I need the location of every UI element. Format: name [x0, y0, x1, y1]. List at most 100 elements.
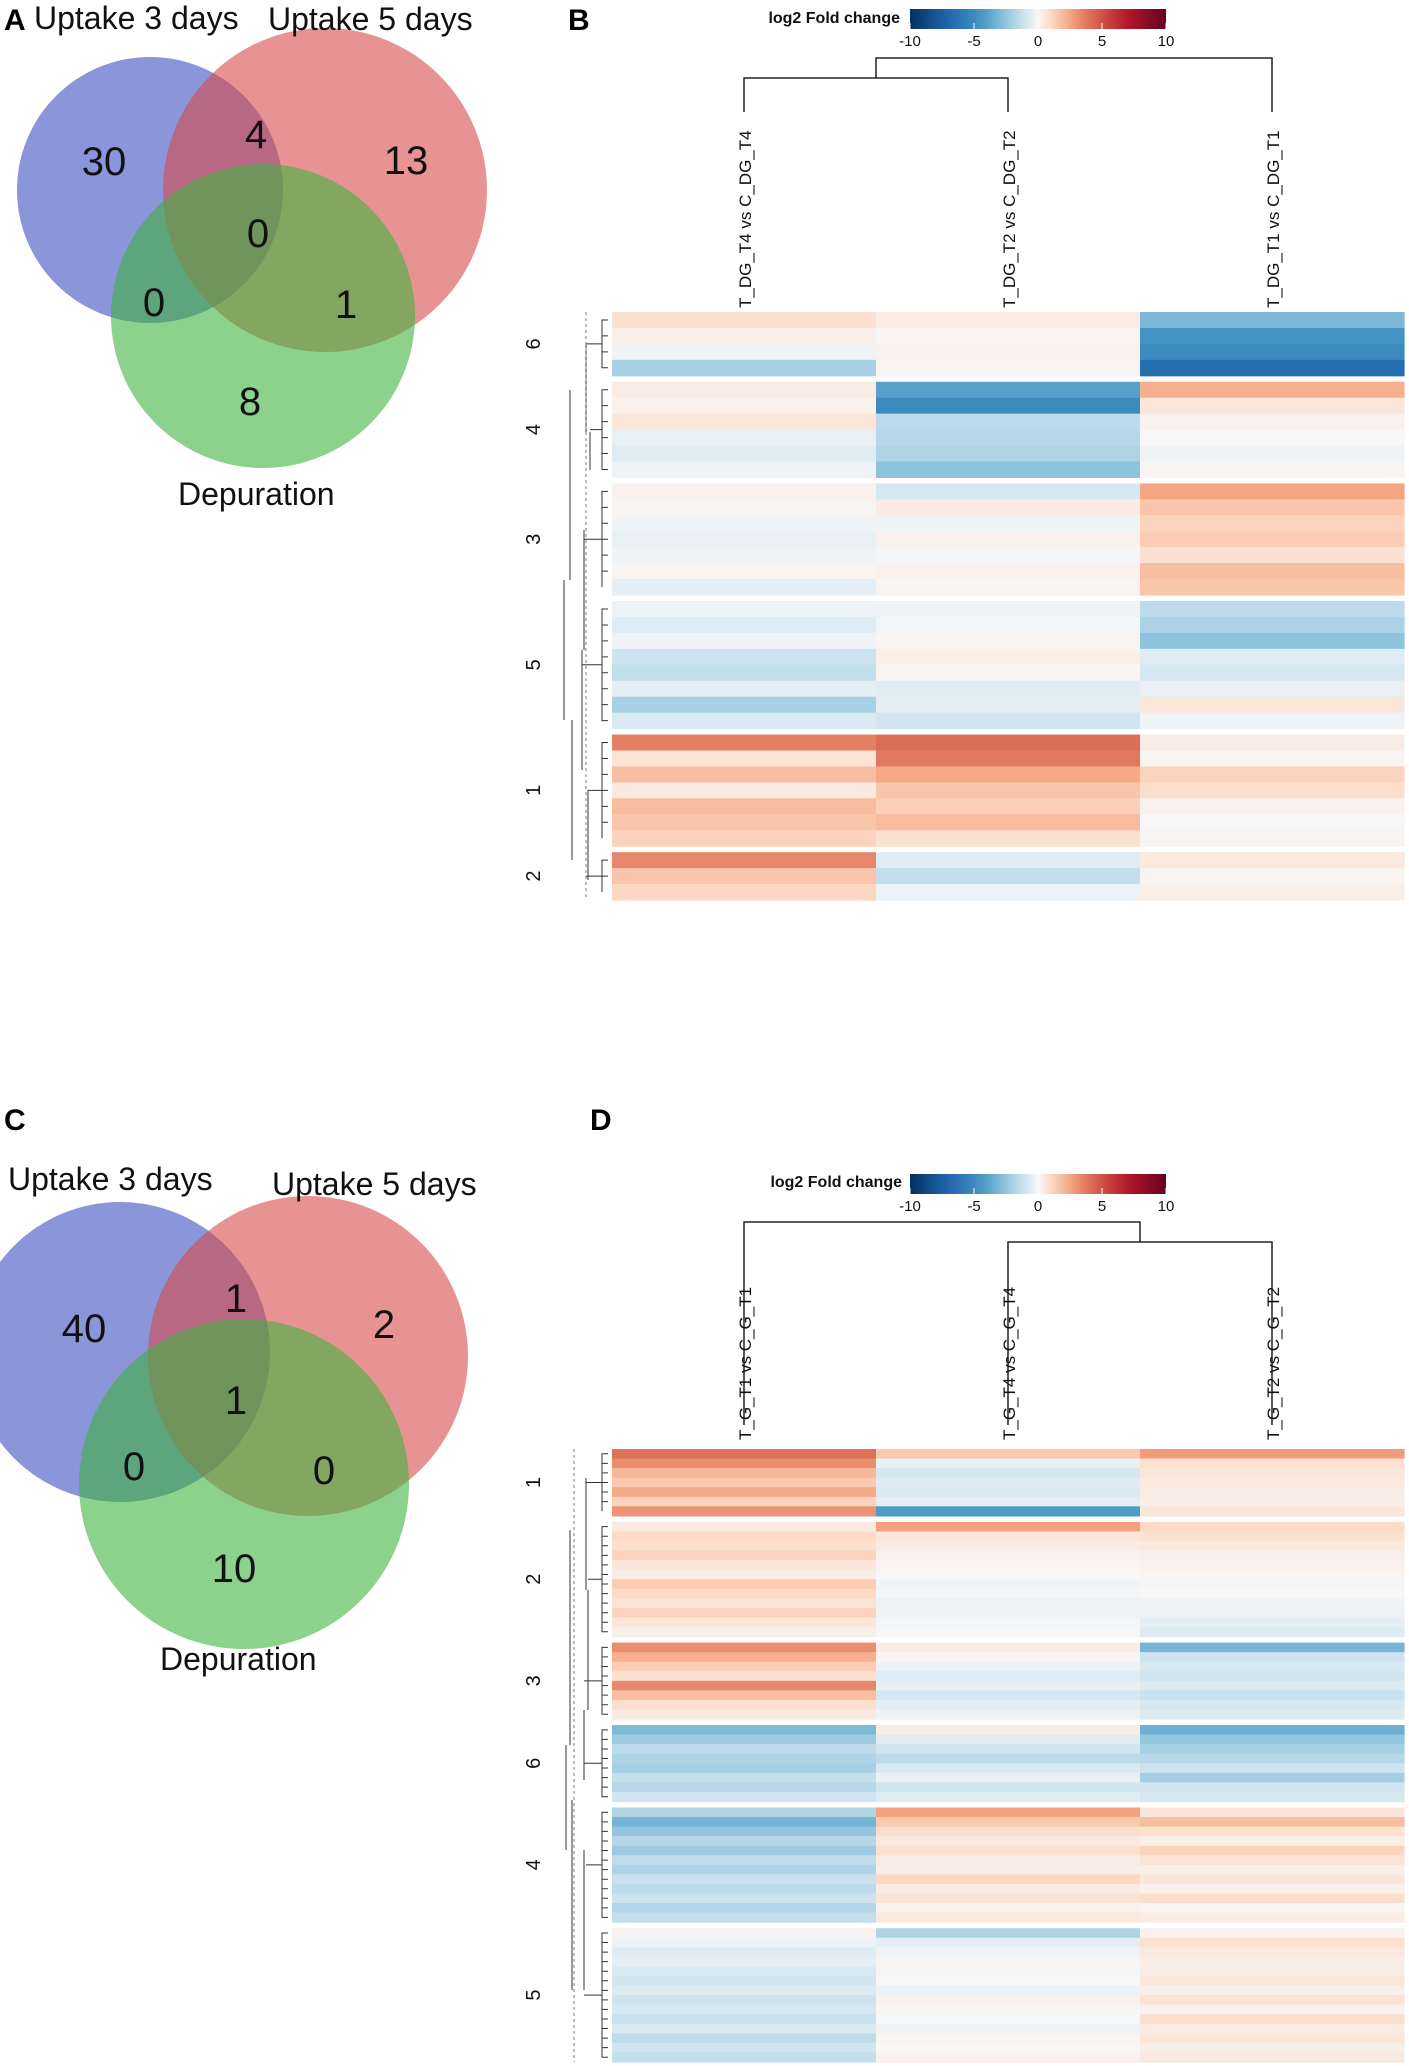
- heatmap-b-cell: [1140, 531, 1405, 548]
- heatmap-d-cell: [612, 1826, 877, 1837]
- heatmap-d-cell: [876, 1458, 1141, 1469]
- heatmap-b-cell: [876, 868, 1141, 885]
- heatmap-b-row-dendrogram: [586, 859, 608, 893]
- heatmap-d-row-dendrogram: [588, 1526, 608, 1633]
- heatmap-b-row-dendrogram-trunk: [563, 343, 591, 880]
- heatmap-d-cell: [1140, 1725, 1405, 1736]
- heatmap-d-cell: [612, 1531, 877, 1542]
- heatmap-b-cell: [612, 445, 877, 463]
- heatmap-d-legend-tick: -5: [967, 1198, 980, 1215]
- venn-c-circle-depuration: [79, 1319, 409, 1649]
- heatmap-b-cell: [612, 852, 877, 869]
- heatmap-d-cell: [1140, 1642, 1405, 1653]
- heatmap-d-cell: [612, 1449, 877, 1460]
- heatmap-b-cell: [1140, 429, 1405, 447]
- heatmap-d-cell: [612, 2004, 877, 2015]
- heatmap-d-cell: [876, 1541, 1141, 1552]
- venn-a-count-3d-dep: 0: [143, 281, 165, 325]
- heatmap-d-cell: [1140, 1652, 1405, 1663]
- heatmap-d-cell: [1140, 1763, 1405, 1774]
- heatmap-b-cell: [612, 312, 877, 329]
- heatmap-d-cell: [1140, 1569, 1405, 1580]
- heatmap-d-cell: [1140, 2023, 1405, 2034]
- heatmap-d-cell: [612, 1985, 877, 1996]
- venn-c-label-uptake-5-days: Uptake 5 days: [272, 1166, 477, 1202]
- heatmap-b-cell: [1140, 712, 1405, 730]
- venn-a-count-3d-5d: 4: [245, 113, 267, 157]
- heatmap-b-cell: [612, 750, 877, 768]
- heatmap-b-cell: [876, 750, 1141, 768]
- heatmap-b-cell: [876, 852, 1141, 869]
- heatmap-d-cell: [876, 1782, 1141, 1793]
- heatmap-b-cell: [876, 601, 1141, 618]
- heatmap-b-cell: [612, 632, 877, 650]
- heatmap-d-cell: [876, 1560, 1141, 1571]
- heatmap-b-cell: [612, 868, 877, 885]
- heatmap-b-cell: [876, 445, 1141, 463]
- heatmap-d-cell: [1140, 2014, 1405, 2025]
- heatmap-d-row-dendrogram: [584, 1646, 608, 1715]
- heatmap-b-cell: [612, 499, 877, 516]
- heatmap-d-cluster-label: 2: [523, 1574, 545, 1585]
- heatmap-d-cell: [612, 1550, 877, 1561]
- heatmap-b-cell: [612, 515, 877, 532]
- heatmap-d-legend-tick: 0: [1034, 1198, 1042, 1215]
- heatmap-b-row-dendrogram: [588, 742, 608, 839]
- heatmap-d-cell: [1140, 2042, 1405, 2054]
- heatmap-d-legend-tick: 5: [1098, 1198, 1106, 1215]
- heatmap-d-cell: [1140, 1617, 1405, 1628]
- heatmap-d-cell: [876, 1956, 1141, 1968]
- heatmap-b-cell: [1140, 327, 1405, 345]
- heatmap-b-cell: [612, 696, 877, 714]
- heatmap-d-cell: [612, 1699, 877, 1711]
- heatmap-d-row-dendrogram: [586, 1811, 608, 1918]
- heatmap-b-cell: [876, 782, 1141, 799]
- heatmap-d-cell: [876, 1709, 1141, 1720]
- panel-label-d: D: [590, 1104, 612, 1137]
- heatmap-b-row-dendrogram: [590, 389, 608, 470]
- heatmap-b-cell: [1140, 664, 1405, 682]
- heatmap-d-cell: [1140, 1506, 1405, 1517]
- heatmap-b-cell: [876, 766, 1141, 783]
- heatmap-d-cell: [612, 1588, 877, 1599]
- heatmap-d-cell: [876, 1725, 1141, 1736]
- heatmap-d-cell: [1140, 1598, 1405, 1609]
- heatmap-b-cell: [612, 830, 877, 847]
- heatmap-d-cell: [612, 1690, 877, 1701]
- heatmap-b-cell: [612, 343, 877, 361]
- heatmap-d-legend-tick: -10: [899, 1198, 921, 1215]
- heatmap-d-cell: [1140, 1531, 1405, 1542]
- venn-c-label-depuration: Depuration: [160, 1641, 317, 1677]
- heatmap-b-cell: [1140, 696, 1405, 714]
- heatmap-d-cell: [1140, 1826, 1405, 1837]
- heatmap-d-cell: [612, 1617, 877, 1628]
- heatmap-d-cell: [876, 1661, 1141, 1672]
- venn-c-count-only-dep: 10: [212, 1547, 257, 1591]
- heatmap-d-cell: [612, 1598, 877, 1609]
- heatmap-b-cell: [876, 830, 1141, 847]
- heatmap-b-column-label: T_DG_T2 vs C_DG_T2: [1000, 130, 1019, 308]
- heatmap-b-cluster-label: 6: [523, 338, 545, 349]
- heatmap-b-cell: [876, 359, 1141, 377]
- venn-a-count-only-dep: 8: [239, 380, 261, 424]
- heatmap-d-cell: [1140, 1956, 1405, 1968]
- panel-label-a: A: [4, 4, 26, 37]
- heatmap-b-cell: [876, 381, 1141, 399]
- heatmap-d-cluster-label: 5: [523, 1990, 545, 2001]
- heatmap-b-cell: [612, 680, 877, 698]
- heatmap-d-cell: [612, 1487, 877, 1498]
- venn-a-label-uptake-5-days: Uptake 5 days: [268, 1, 473, 37]
- heatmap-d-cell: [612, 1652, 877, 1663]
- heatmap-b-cell: [1140, 798, 1405, 815]
- heatmap-b-cell: [876, 531, 1141, 548]
- heatmap-d-cell: [876, 1826, 1141, 1837]
- heatmap-d-cell: [612, 1753, 877, 1764]
- heatmap-d-cell: [876, 1975, 1141, 1987]
- heatmap-b-cell: [1140, 499, 1405, 516]
- heatmap-d-cell: [612, 1725, 877, 1736]
- heatmap-d-cell: [1140, 1671, 1405, 1682]
- heatmap-d-cell: [1140, 1699, 1405, 1711]
- heatmap-d-column-dendrogram: [743, 1221, 1273, 1425]
- heatmap-b-cell: [612, 664, 877, 682]
- venn-c-count-5d-dep: 0: [313, 1449, 335, 1493]
